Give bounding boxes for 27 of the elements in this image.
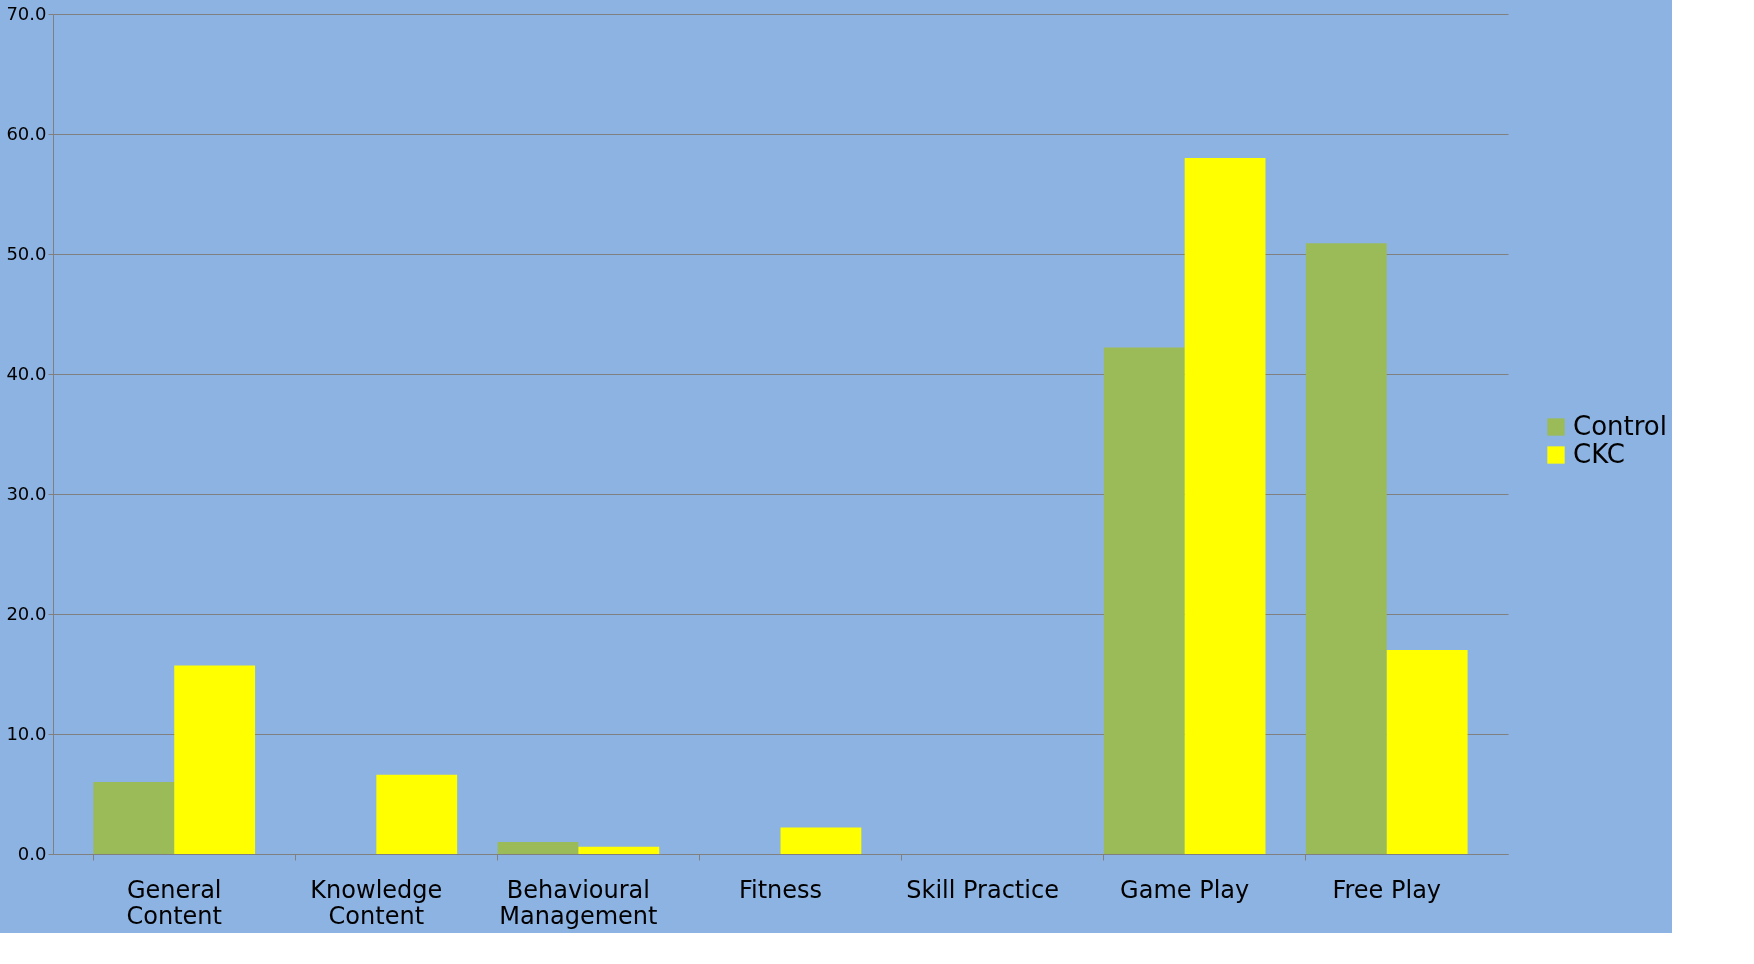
y-tick-label: 20.0	[6, 602, 47, 624]
x-tick-label: Behavioural Management	[499, 875, 658, 930]
bar	[1184, 158, 1266, 854]
x-tick-label: General Content	[126, 875, 222, 930]
x-tick-label: Knowledge Content	[310, 875, 443, 930]
y-tick-label: 50.0	[6, 242, 47, 264]
bar	[174, 665, 256, 854]
bar	[1386, 650, 1468, 854]
x-tick-label: Fitness	[738, 875, 823, 904]
y-tick-label: 10.0	[6, 722, 47, 744]
bar	[376, 774, 458, 854]
legend-label: CKC	[1573, 439, 1625, 469]
y-tick-label: 30.0	[6, 482, 47, 504]
y-tick-label: 70.0	[6, 2, 47, 24]
bar	[497, 842, 579, 854]
legend-label: Control	[1573, 411, 1667, 441]
x-tick-label: Skill Practice	[906, 875, 1059, 904]
bar	[780, 827, 862, 854]
y-tick-label: 0.0	[17, 842, 47, 864]
y-tick-label: 40.0	[6, 362, 47, 384]
bar	[93, 782, 175, 854]
y-tick-label: 60.0	[6, 122, 47, 144]
bar	[1103, 347, 1185, 854]
bar	[578, 846, 660, 854]
x-tick-label: Game Play	[1120, 875, 1250, 904]
x-tick-label: Free Play	[1332, 875, 1442, 904]
bar	[1305, 243, 1387, 854]
